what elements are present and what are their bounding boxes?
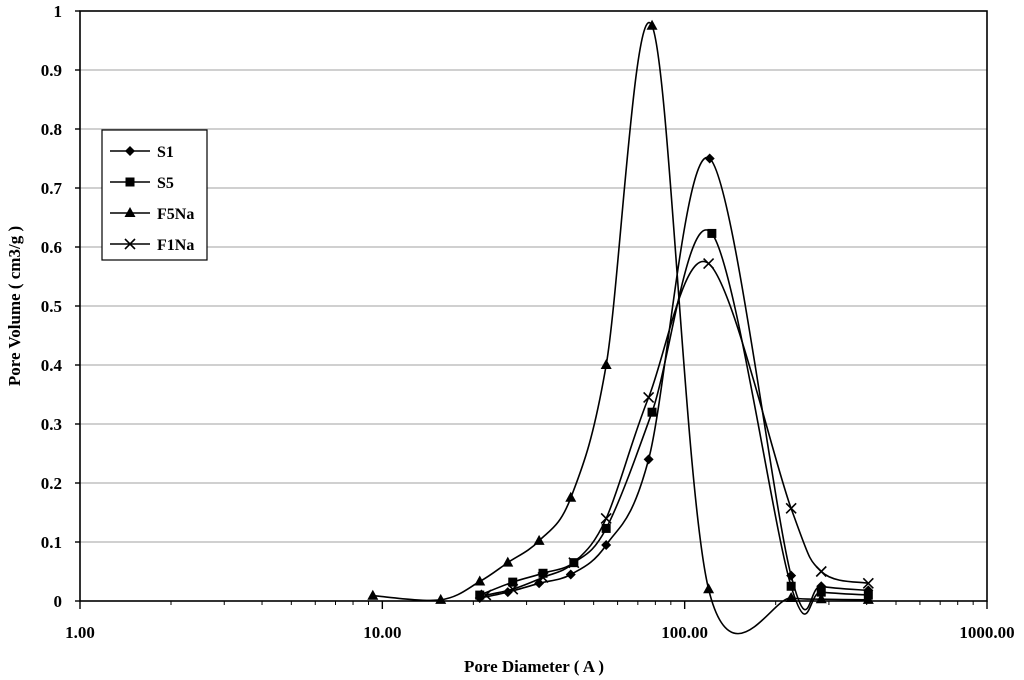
axes: 0 0.1 0.2 0.3 0.4 0.5 0.6 0.7 0.8 0.9 1 1.00 10.00 10… [41, 2, 1015, 642]
data-point-f5na [502, 556, 514, 567]
data-point-f1na [537, 571, 549, 583]
data-point-s1 [704, 153, 715, 164]
x-tick-label: 100.00 [661, 623, 708, 642]
data-point-s5 [601, 523, 611, 533]
data-point-s5 [786, 581, 796, 591]
data-point-s5 [508, 577, 518, 587]
data-point-f5na [474, 575, 486, 586]
x-tick-label: 1000.00 [959, 623, 1014, 642]
y-tick-label: 0.3 [41, 415, 62, 434]
legend-label: F5Na [157, 206, 194, 223]
legend-marker-f5na [124, 207, 136, 217]
data-point-s1 [601, 539, 612, 550]
data-point-s5 [475, 590, 485, 600]
data-point-f1na [507, 583, 519, 595]
data-point-s5 [707, 228, 717, 238]
x-axis-title: Pore Diameter ( A ) [464, 657, 604, 676]
y-tick-label: 0.8 [41, 120, 62, 139]
legend-marker-s5 [125, 177, 135, 187]
data-point-s1 [643, 454, 654, 465]
y-tick-label: 0.9 [41, 61, 62, 80]
series-line-f1na [485, 260, 869, 596]
legend-label: S5 [157, 175, 174, 192]
legend: S1 S5 F5Na F1Na [101, 129, 208, 261]
data-point-f1na [568, 557, 580, 569]
data-point-f1na [815, 565, 827, 578]
data-point-s5 [647, 407, 657, 417]
data-point-f5na [600, 359, 612, 369]
data-point-f5na [565, 491, 577, 502]
series-f1na [480, 257, 874, 601]
data-point-f5na [646, 19, 658, 30]
data-point-s5 [538, 568, 548, 578]
series-s5 [475, 228, 873, 615]
data-point-f1na [643, 391, 655, 404]
x-tick-label: 1.00 [65, 623, 95, 642]
gridlines [80, 69, 987, 543]
legend-marker-s1 [125, 146, 135, 156]
legend-marker-f1na [124, 238, 136, 250]
data-point-s5 [816, 587, 826, 597]
y-axis-title: Pore Volume ( cm3/g ) [5, 226, 24, 386]
data-point-s1 [565, 569, 576, 580]
y-tick-label: 0.2 [41, 474, 62, 493]
data-point-f1na [480, 589, 492, 601]
data-point-f5na [703, 583, 715, 594]
data-point-f1na [600, 512, 612, 524]
y-tick-label: 0.6 [41, 238, 62, 257]
legend-label: F1Na [157, 237, 194, 254]
data-point-f5na [367, 589, 379, 600]
y-tick-label: 0.4 [41, 356, 63, 375]
data-point-f1na [785, 502, 797, 514]
data-point-f1na [703, 257, 715, 270]
y-tick-label: 0.1 [41, 533, 62, 552]
legend-label: S1 [157, 144, 174, 161]
series-line-f5na [372, 21, 869, 635]
data-point-f5na [533, 534, 545, 545]
data-point-f5na [785, 592, 797, 603]
data-point-f1na [862, 577, 874, 589]
y-tick-label: 0.7 [41, 179, 63, 198]
y-tick-label: 0.5 [41, 297, 62, 316]
x-tick-label: 10.00 [363, 623, 401, 642]
y-tick-label: 0 [54, 592, 63, 611]
y-tick-label: 1 [54, 2, 63, 21]
